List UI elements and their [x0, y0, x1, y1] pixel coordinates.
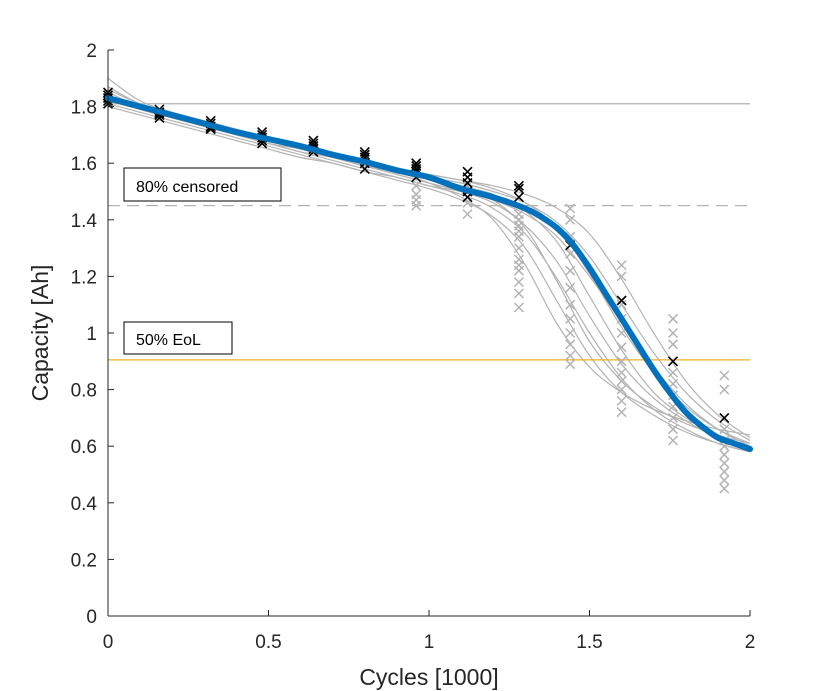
censored-marker — [565, 299, 576, 310]
measured-marker — [308, 135, 319, 146]
censored-marker — [667, 327, 679, 339]
y-tick-label: 0.6 — [71, 437, 97, 458]
censored-marker — [513, 260, 524, 271]
censored-observations — [411, 180, 730, 494]
censored-marker — [565, 282, 576, 293]
y-tick-label: 1 — [86, 324, 97, 345]
censored-marker — [411, 189, 422, 200]
measured-marker — [462, 166, 473, 177]
mean-fit-layer — [105, 95, 753, 452]
censored-marker — [411, 200, 422, 211]
censored-marker — [513, 302, 524, 313]
measured-marker — [616, 295, 627, 306]
censored-marker — [719, 483, 730, 494]
censored-marker — [565, 350, 576, 361]
measured-marker — [411, 160, 422, 172]
y-axis-title: Capacity [Ah] — [27, 265, 53, 402]
x-ticks: 0 0.5 1 1.5 2 — [103, 610, 756, 653]
censored-marker — [667, 313, 679, 324]
censored-marker — [616, 342, 627, 353]
annotation-80-censored-text: 80% censored — [136, 179, 238, 196]
censored-marker — [719, 458, 730, 469]
censored-marker — [616, 376, 627, 387]
censored-marker — [565, 214, 576, 225]
y-tick-label: 0.4 — [71, 494, 98, 515]
measured-marker — [513, 192, 524, 203]
x-axis-title: Cycles [1000] — [359, 664, 498, 690]
censored-marker — [616, 327, 627, 339]
censored-marker — [667, 435, 679, 446]
censored-marker — [565, 339, 576, 350]
trajectory-cell-9 — [107, 106, 751, 453]
censored-marker — [565, 265, 576, 276]
y-tick-label: 1.2 — [71, 267, 97, 288]
censored-marker — [565, 248, 576, 259]
censored-marker — [513, 226, 524, 237]
x-tick-label: 1.5 — [576, 632, 602, 653]
measured-marker — [359, 146, 370, 157]
x-tick-label: 2 — [745, 632, 756, 653]
censored-marker — [719, 370, 730, 381]
censored-marker — [411, 180, 422, 191]
censored-marker — [513, 277, 524, 288]
censored-marker — [667, 367, 679, 378]
censored-marker — [667, 339, 679, 350]
censored-marker — [513, 214, 524, 225]
y-tick-label: 1.8 — [71, 98, 97, 119]
y-tick-label: 0 — [86, 607, 97, 628]
mean-degradation-fit — [105, 95, 753, 452]
censored-marker — [565, 359, 576, 370]
censored-marker — [616, 260, 627, 271]
censored-marker — [616, 407, 627, 418]
censored-marker — [719, 449, 730, 460]
y-tick-label: 1.6 — [71, 154, 97, 175]
censored-marker — [616, 356, 627, 367]
censored-marker — [462, 209, 473, 220]
annotation-80-censored: 80% censored — [123, 167, 282, 202]
y-ticks: 0 0.2 0.4 0.6 0.8 1 1.2 1.4 1.6 1.8 2 — [71, 41, 114, 628]
x-tick-label: 0.5 — [255, 632, 281, 653]
censored-marker — [616, 395, 627, 406]
censored-marker — [667, 412, 679, 423]
censored-marker — [667, 378, 679, 389]
censored-marker — [719, 424, 730, 435]
censored-marker — [565, 327, 576, 339]
censored-marker — [565, 313, 576, 324]
censored-marker — [616, 367, 627, 378]
measured-marker — [667, 356, 679, 367]
y-tick-label: 2 — [86, 41, 97, 62]
annotation-50-eol-text: 50% EoL — [136, 332, 201, 349]
censored-marker — [513, 243, 524, 254]
reference-lines — [108, 103, 750, 361]
measured-marker — [359, 149, 370, 160]
censored-marker — [667, 424, 679, 435]
y-tick-label: 0.8 — [71, 381, 97, 402]
censored-marker — [719, 466, 730, 477]
measured-marker — [719, 412, 730, 423]
censored-marker — [719, 475, 730, 486]
x-tick-label: 1 — [424, 632, 435, 653]
censored-marker — [565, 203, 576, 214]
measured-marker — [513, 183, 524, 194]
censored-marker — [719, 384, 730, 395]
censored-marker — [513, 288, 524, 299]
y-tick-label: 1.4 — [71, 211, 98, 232]
y-tick-label: 0.2 — [71, 550, 97, 571]
annotation-50-eol: 50% EoL — [123, 321, 233, 355]
measured-marker — [513, 180, 524, 191]
x-tick-label: 0 — [103, 632, 114, 653]
censored-marker — [616, 384, 627, 395]
censored-marker — [616, 299, 627, 310]
censored-marker — [616, 271, 627, 282]
